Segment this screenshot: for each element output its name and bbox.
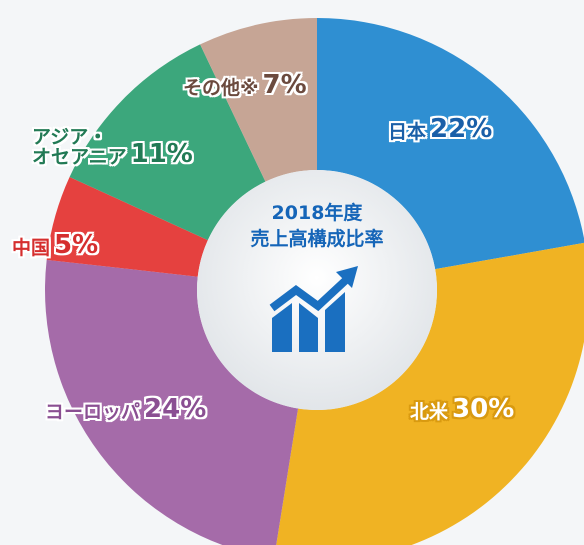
segment-label: ヨーロッパ 24%	[45, 394, 207, 424]
category-label: その他※	[183, 77, 259, 100]
center-circle	[197, 170, 437, 410]
value-label: 22%	[430, 114, 493, 144]
segment-label: その他※ 7%	[183, 70, 307, 100]
chart-title: 2018年度	[271, 202, 363, 224]
category-label: ヨーロッパ	[45, 401, 141, 424]
donut-segment	[317, 18, 584, 270]
segment-label: アジア・ オセアニア 11%	[32, 126, 193, 169]
category-label: 中国	[12, 237, 51, 260]
value-label: 5%	[54, 230, 99, 260]
category-label: 北米	[410, 401, 449, 424]
donut-segment	[69, 44, 266, 241]
donut-segment	[200, 18, 317, 182]
value-label: 11%	[130, 138, 193, 169]
value-label: 24%	[144, 394, 207, 424]
category-label: 日本	[388, 121, 427, 144]
value-label: 30%	[452, 394, 515, 424]
chart-subtitle: 売上高構成比率	[250, 228, 384, 250]
segment-label: 日本 22%	[388, 114, 493, 144]
segment-label: 中国 5%	[12, 230, 99, 260]
donut-segment	[276, 242, 584, 545]
value-label: 7%	[262, 70, 307, 100]
trend-icon	[269, 266, 358, 352]
donut-segment	[46, 177, 208, 277]
segment-label: 北米 30%	[410, 394, 515, 424]
category-label: アジア・ オセアニア	[32, 126, 127, 168]
donut-segment	[45, 259, 299, 545]
